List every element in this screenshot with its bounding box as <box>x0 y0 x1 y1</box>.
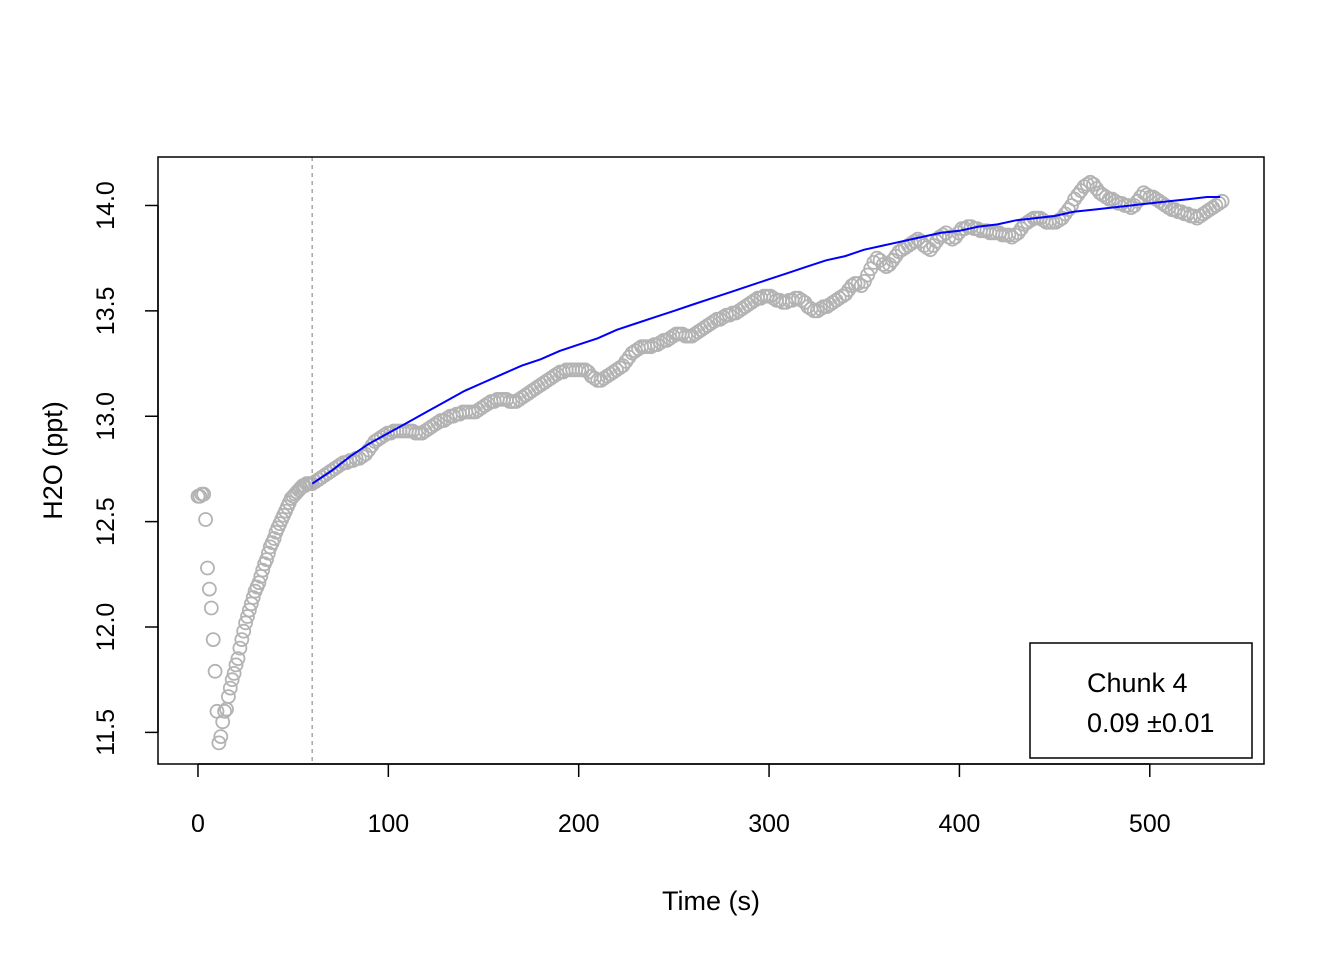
data-point <box>255 562 271 578</box>
data-point <box>245 590 261 605</box>
data-point <box>213 729 229 744</box>
data-point <box>222 680 238 696</box>
data-point <box>430 415 446 431</box>
data-point <box>332 457 348 473</box>
data-point <box>1214 193 1230 209</box>
data-point <box>234 632 250 647</box>
legend-label-slope: 0.09 ±0.01 <box>1087 708 1214 738</box>
data-point <box>549 366 565 382</box>
data-point <box>200 560 215 576</box>
data-point <box>207 663 223 679</box>
data-point <box>196 486 212 502</box>
data-point <box>850 276 866 291</box>
x-tick-label: 100 <box>367 810 409 838</box>
legend-box <box>1029 642 1253 759</box>
data-point <box>203 600 219 616</box>
data-point <box>747 292 762 308</box>
data-point <box>1079 176 1095 192</box>
x-axis-title: Time (s) <box>662 886 760 916</box>
x-axis: 0 100 200 300 400 500 <box>191 763 1171 838</box>
data-point <box>228 657 244 673</box>
y-tick-label: 13.0 <box>92 392 120 441</box>
data-point <box>722 307 737 323</box>
x-tick-label: 500 <box>1129 810 1171 838</box>
data-point <box>439 410 455 426</box>
data-points <box>190 174 1230 751</box>
data-point <box>1098 189 1114 205</box>
y-axis: 11.5 12.0 12.5 13.0 13.5 14.0 <box>92 181 159 756</box>
data-point <box>813 301 828 317</box>
data-point <box>339 455 355 471</box>
y-tick-label: 13.5 <box>92 287 120 336</box>
y-tick-label: 12.0 <box>92 603 120 652</box>
y-tick-label: 14.0 <box>92 181 120 230</box>
data-point <box>260 545 276 561</box>
y-axis-title: H2O (ppt) <box>38 401 68 520</box>
data-point <box>201 581 217 597</box>
y-tick-label: 11.5 <box>92 709 120 756</box>
legend-label-chunk: Chunk 4 <box>1087 668 1188 698</box>
data-point <box>1001 227 1017 243</box>
legend: Chunk 4 0.09 ±0.01 <box>1029 642 1253 759</box>
data-point <box>211 735 227 751</box>
data-point <box>653 335 668 350</box>
y-tick-label: 12.5 <box>92 497 120 546</box>
x-tick-label: 0 <box>191 810 205 838</box>
data-point <box>224 672 240 688</box>
data-point <box>991 225 1007 241</box>
data-point <box>205 632 221 647</box>
data-point <box>706 313 722 329</box>
x-tick-label: 400 <box>939 810 981 838</box>
fit-line <box>311 196 1221 485</box>
data-point <box>875 257 891 272</box>
data-point <box>480 396 496 412</box>
data-point <box>266 531 282 546</box>
x-tick-label: 200 <box>558 810 600 838</box>
data-point <box>220 689 236 704</box>
data-point <box>853 278 869 294</box>
data-point <box>941 229 957 245</box>
data-point <box>907 233 922 249</box>
data-point <box>1173 204 1189 220</box>
data-point <box>232 640 248 656</box>
data-point <box>198 512 214 527</box>
data-point <box>715 309 731 325</box>
data-point <box>1139 187 1155 203</box>
x-tick-label: 300 <box>748 810 790 838</box>
data-point <box>643 339 659 355</box>
data-point <box>236 623 252 639</box>
data-point <box>866 254 882 270</box>
data-point <box>217 703 233 719</box>
data-point <box>230 651 246 666</box>
data-point <box>226 666 242 681</box>
data-point <box>766 290 781 306</box>
